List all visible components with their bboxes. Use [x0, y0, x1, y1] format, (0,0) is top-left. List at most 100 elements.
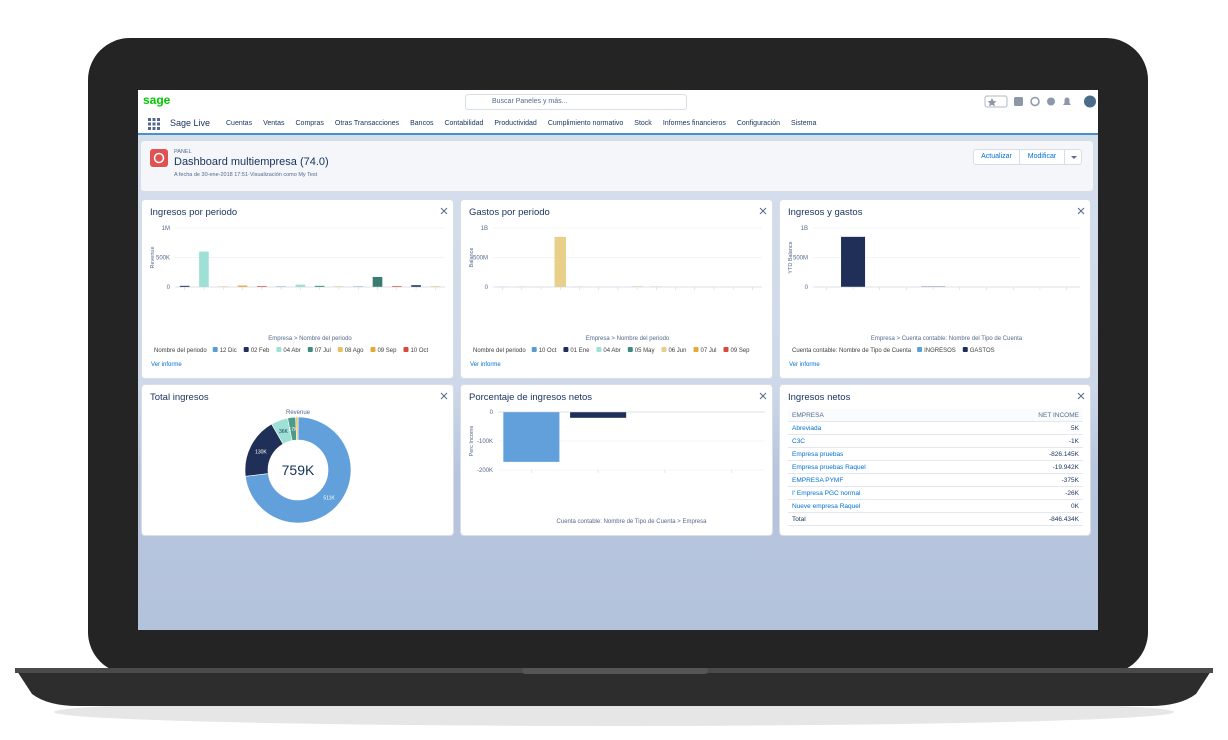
expand-icon[interactable] [440, 392, 448, 400]
y-tick-label: 500M [473, 256, 488, 262]
company-link[interactable]: Empresa pruebas Raquel [788, 460, 973, 474]
report-link[interactable]: Ver informe [151, 362, 182, 368]
card-title: Ingresos netos [788, 392, 851, 403]
y-tick-label: 0 [805, 285, 809, 291]
panel-icon [150, 149, 168, 167]
card-canvas [1077, 392, 1085, 400]
bar [372, 276, 383, 287]
bar [199, 251, 209, 287]
legend-label: 10 Oct [411, 348, 429, 354]
expand-icon[interactable] [759, 392, 767, 400]
y-axis-label: Perc Income [469, 426, 475, 457]
card-title: Total ingresos [150, 392, 209, 403]
legend-label: 04 Abr [603, 348, 620, 354]
notch [522, 668, 708, 674]
legend-swatch [693, 347, 699, 352]
legend-label: 09 Sep [731, 348, 751, 354]
expand-arrows [1077, 207, 1085, 215]
expand-icon[interactable] [440, 207, 448, 215]
company-link[interactable]: Abreviada [788, 421, 973, 435]
company-link[interactable]: C3C [788, 434, 973, 448]
expand-icon[interactable] [1077, 207, 1085, 215]
app-launcher[interactable] [147, 117, 161, 131]
donut-label: Revenue [286, 410, 311, 416]
panel-label: PANEL [174, 149, 192, 155]
company-link[interactable]: Nueve empresa Raquel [788, 499, 973, 513]
app-name: Sage Live [170, 118, 211, 128]
header-row: EMPRESA NET INCOME [788, 409, 1083, 422]
expand-arrows [440, 392, 448, 400]
expand-arrows [759, 392, 767, 400]
expand-icon[interactable] [759, 207, 767, 215]
nav-item[interactable]: Compras [295, 120, 324, 127]
legend-title: Nombre del periodo [154, 348, 207, 354]
nav-item[interactable]: Otras Transacciones [334, 120, 400, 127]
bell-icon[interactable] [1063, 97, 1071, 106]
help-icon[interactable] [1030, 96, 1040, 107]
card-canvas: 0 500M 1B YTD Balance Empresa > Cuenta conta… [788, 207, 1085, 368]
legend-swatch [917, 347, 923, 352]
legend-swatch [531, 347, 537, 352]
legend-swatch [962, 347, 968, 352]
nav-bar: Sage Live Cuentas Ventas Compras Otras Tran… [138, 112, 1098, 135]
legend-label: 02 Feb [251, 348, 270, 354]
nav-item[interactable]: Stock [634, 120, 652, 127]
search-box[interactable]: Buscar Paneles y más... [465, 94, 687, 110]
expand-icon[interactable] [1077, 392, 1085, 400]
company-link[interactable]: Empresa pruebas [788, 447, 973, 461]
x-axis-label: Empresa > Cuenta contable: Nombre del Ti… [871, 336, 1023, 342]
legend-label: 07 Jul [315, 348, 331, 354]
legend-label: GASTOS [970, 348, 995, 354]
nav-item[interactable]: Contabilidad [444, 120, 484, 127]
report-link[interactable]: Ver informe [470, 362, 501, 368]
legend-label: INGRESOS [924, 348, 956, 354]
card-canvas: 0 500K 1M Revenue Empresa > Nombre del perio… [150, 207, 448, 368]
menu-button[interactable] [1064, 149, 1082, 165]
legend-title: Nombre del periodo [473, 348, 526, 354]
add-icon[interactable] [1014, 97, 1023, 106]
expand-arrows [759, 207, 767, 215]
y-axis-label: Balance [469, 248, 475, 268]
edit-button[interactable]: Modificar [1019, 149, 1065, 165]
legend-swatch [307, 347, 313, 352]
nav-item[interactable]: Bancos [410, 120, 434, 127]
company-link[interactable]: I' Empresa PGC normal [788, 486, 973, 500]
nav-item[interactable]: Ventas [263, 120, 285, 127]
donut-total: 759K [282, 462, 315, 478]
segment-label: 130K [255, 449, 267, 455]
bar [391, 286, 402, 287]
logo[interactable]: sage [143, 93, 171, 107]
card: Gastos por periodo 0 500M 1B Balance Empresa … [461, 200, 772, 378]
report-link[interactable]: Ver informe [789, 362, 820, 368]
company-link[interactable]: EMPRESA PYMF [788, 473, 973, 487]
legend-label: 06 Jun [668, 348, 686, 354]
nav-item[interactable]: Configuración [736, 120, 781, 127]
legend-swatch [370, 347, 376, 352]
column-header: NET INCOME [972, 409, 1083, 422]
nav-item[interactable]: Productividad [494, 120, 537, 127]
y-tick-label: 500M [793, 256, 808, 262]
nav-items: Cuentas Ventas Compras Otras Transacciones B… [226, 120, 816, 127]
card: Total ingresos Revenue 511K 130K 36K 17K 759K [142, 385, 453, 535]
star [987, 98, 997, 107]
total-value: -846.434K [972, 512, 1083, 526]
settings-icon[interactable] [1047, 97, 1055, 106]
net-income: -26K [972, 486, 1083, 500]
card-title: Ingresos por periodo [150, 207, 238, 218]
refresh-button[interactable]: Actualizar [973, 149, 1020, 165]
legend-swatch [276, 347, 282, 352]
legend-swatch [596, 347, 602, 352]
net-income: -826.145K [972, 447, 1083, 461]
card: Porcentaje de ingresos netos 0 -100K -200K P… [461, 385, 772, 535]
legend-swatch [723, 347, 729, 352]
table-row: Nueve empresa Raquel 0K [788, 499, 1083, 513]
nav-item[interactable]: Cuentas [226, 120, 253, 127]
bar [179, 285, 190, 287]
bar [256, 286, 267, 287]
avatar[interactable] [1084, 95, 1096, 108]
legend-label: 08 Ago [345, 348, 364, 354]
nav-item[interactable]: Sistema [791, 120, 817, 127]
top-bar: sage Buscar Paneles y más... [138, 90, 1098, 112]
nav-item[interactable]: Informes financieros [662, 120, 726, 127]
nav-item[interactable]: Cumplimiento normativo [547, 120, 624, 127]
